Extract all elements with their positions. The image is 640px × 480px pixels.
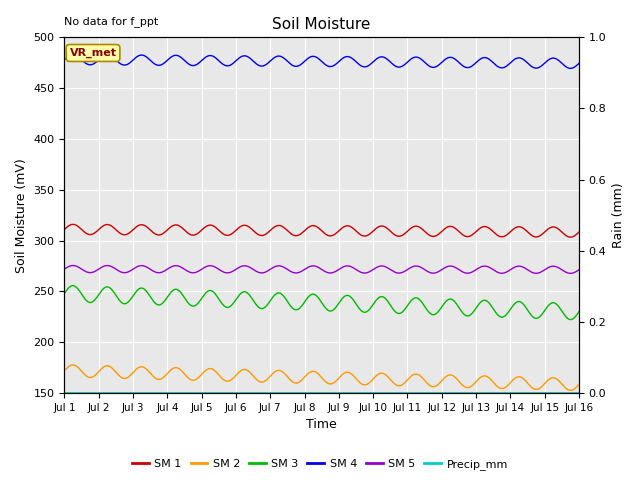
- SM 2: [400, 381, 408, 386]
- Text: No data for f_ppt: No data for f_ppt: [65, 16, 159, 27]
- SM 5: [566, 270, 574, 276]
- SM 3: [400, 308, 408, 313]
- Precip_mm: [384, 390, 392, 396]
- SM 2: [566, 387, 574, 393]
- SM 3: [575, 309, 583, 315]
- SM 1: [566, 234, 574, 240]
- SM 5: [575, 267, 583, 273]
- SM 5: [61, 266, 68, 272]
- SM 1: [70, 222, 78, 228]
- SM 2: [70, 362, 78, 368]
- SM 2: [176, 366, 184, 372]
- SM 2: [61, 368, 68, 373]
- SM 1: [385, 227, 392, 232]
- SM 4: [400, 62, 408, 68]
- SM 5: [400, 269, 408, 275]
- SM 1: [400, 231, 408, 237]
- SM 5: [385, 265, 392, 271]
- SM 5: [176, 264, 184, 269]
- Line: SM 4: SM 4: [65, 55, 579, 68]
- Line: SM 5: SM 5: [65, 265, 579, 273]
- SM 5: [124, 269, 131, 275]
- SM 4: [124, 61, 131, 67]
- SM 5: [203, 264, 211, 269]
- SM 3: [566, 317, 574, 323]
- SM 1: [575, 229, 583, 235]
- SM 3: [124, 300, 131, 306]
- SM 3: [70, 283, 78, 289]
- Text: VR_met: VR_met: [70, 48, 116, 58]
- SM 3: [176, 288, 184, 294]
- SM 4: [566, 65, 574, 71]
- Precip_mm: [61, 390, 68, 396]
- SM 1: [203, 223, 211, 229]
- X-axis label: Time: Time: [307, 419, 337, 432]
- Precip_mm: [202, 390, 210, 396]
- SM 4: [61, 57, 68, 62]
- Title: Soil Moisture: Soil Moisture: [273, 17, 371, 32]
- SM 3: [61, 290, 68, 296]
- SM 2: [575, 382, 583, 387]
- Y-axis label: Rain (mm): Rain (mm): [612, 182, 625, 248]
- SM 3: [385, 300, 392, 305]
- SM 2: [69, 362, 77, 368]
- Precip_mm: [575, 390, 583, 396]
- SM 1: [69, 221, 77, 227]
- SM 1: [176, 223, 184, 229]
- Precip_mm: [70, 390, 77, 396]
- SM 3: [203, 289, 211, 295]
- SM 2: [124, 375, 131, 381]
- Line: SM 3: SM 3: [65, 286, 579, 320]
- Line: SM 2: SM 2: [65, 365, 579, 390]
- SM 5: [69, 263, 77, 268]
- SM 4: [575, 60, 583, 66]
- Y-axis label: Soil Moisture (mV): Soil Moisture (mV): [15, 158, 28, 273]
- Precip_mm: [123, 390, 131, 396]
- Line: SM 1: SM 1: [65, 224, 579, 237]
- SM 4: [176, 54, 184, 60]
- SM 3: [69, 283, 77, 288]
- Legend: SM 1, SM 2, SM 3, SM 4, SM 5, Precip_mm: SM 1, SM 2, SM 3, SM 4, SM 5, Precip_mm: [128, 455, 512, 474]
- SM 4: [385, 58, 392, 63]
- SM 1: [124, 231, 131, 237]
- SM 4: [70, 52, 78, 58]
- Precip_mm: [399, 390, 407, 396]
- SM 2: [385, 375, 392, 381]
- SM 5: [70, 263, 78, 268]
- SM 4: [69, 52, 77, 58]
- SM 4: [203, 54, 211, 60]
- Precip_mm: [175, 390, 183, 396]
- SM 2: [203, 367, 211, 372]
- SM 1: [61, 227, 68, 232]
